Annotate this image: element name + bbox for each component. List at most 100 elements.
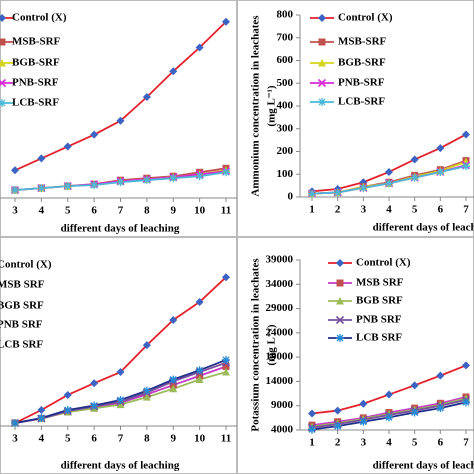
marker <box>318 38 326 46</box>
x-tick-label: 5 <box>65 205 71 217</box>
marker <box>195 43 204 52</box>
y-tick-label: 34000 <box>266 278 294 290</box>
x-tick-label: 10 <box>194 433 206 445</box>
marker <box>336 259 344 267</box>
marker <box>0 38 6 46</box>
marker <box>436 404 445 413</box>
marker <box>90 181 99 190</box>
marker <box>308 189 316 198</box>
marker <box>222 17 230 26</box>
x-tick-label: 6 <box>438 437 444 449</box>
y-tick-label: 100 <box>277 168 294 180</box>
marker <box>308 409 316 418</box>
chart-panel: 0 100 200 300 400 500 600 700 800 Ammonium concen… <box>237 0 474 237</box>
x-tick-label: 4 <box>386 437 392 449</box>
x-tick-label: 7 <box>118 433 124 445</box>
legend-label: PNB-SRF <box>338 77 385 89</box>
y-axis-label: Ammonium concentration in leachates <box>250 15 262 197</box>
marker <box>335 315 345 325</box>
marker <box>90 401 99 410</box>
legend-label: LCB-SRF <box>12 97 59 109</box>
marker <box>410 173 419 182</box>
y-tick-label: 400 <box>277 100 294 112</box>
marker <box>169 384 178 393</box>
marker <box>37 154 46 163</box>
marker <box>116 116 125 125</box>
marker <box>90 379 99 388</box>
marker <box>359 399 368 408</box>
y-tick-label: 700 <box>277 31 294 43</box>
marker <box>116 178 125 187</box>
x-tick-label: 6 <box>91 433 97 445</box>
marker <box>37 414 46 423</box>
x-tick-label: 2 <box>335 204 341 216</box>
marker <box>142 176 151 185</box>
marker <box>142 393 151 401</box>
marker <box>385 167 393 176</box>
y-tick-label: 9000 <box>271 399 294 411</box>
legend-label: MSB SRF <box>0 279 45 291</box>
chart-panel: 3 4 5 6 7 8 9 10 11 different days of leaching Con… <box>0 237 237 474</box>
marker <box>385 390 393 399</box>
marker <box>37 184 46 193</box>
x-tick-label: 4 <box>39 433 45 445</box>
legend-label: BGB SRF <box>356 295 403 307</box>
marker <box>222 362 230 370</box>
marker <box>63 390 72 399</box>
marker <box>37 406 46 415</box>
y-tick-label: 800 <box>277 9 294 21</box>
legend-label: MSB-SRF <box>338 36 387 48</box>
marker <box>333 406 342 415</box>
marker <box>63 142 72 151</box>
x-tick-label: 1 <box>309 204 315 216</box>
legend-label: BGB SRF <box>0 300 44 312</box>
x-tick-label: 1 <box>309 437 315 449</box>
y-axis-label: Potassium concentration in leachates <box>250 258 262 432</box>
y-tick-label: 300 <box>277 122 294 134</box>
x-tick-label: 2 <box>335 437 341 449</box>
x-tick-label: 8 <box>144 205 150 217</box>
x-tick-label: 6 <box>91 205 97 217</box>
x-tick-label: 11 <box>221 205 231 217</box>
legend-label: Control (X) <box>356 257 411 269</box>
legend-label: Control (X) <box>0 259 52 271</box>
x-tick-label: 3 <box>361 437 367 449</box>
y-tick-label: 14000 <box>266 375 294 387</box>
legend-label: LCB SRF <box>356 332 402 344</box>
x-axis-label: different days of leaching <box>61 223 180 235</box>
legend-label: Control (X) <box>338 12 393 24</box>
panel-border <box>0 0 237 237</box>
marker <box>11 419 19 428</box>
marker <box>169 67 178 76</box>
marker <box>0 14 6 22</box>
marker <box>195 172 204 181</box>
legend-label: PNB-SRF <box>12 77 59 89</box>
legend-label: PNB SRF <box>356 314 402 326</box>
marker <box>222 168 230 177</box>
marker <box>462 398 470 407</box>
x-tick-label: 7 <box>463 204 469 216</box>
marker <box>359 417 368 426</box>
y-tick-label: 0 <box>288 191 294 203</box>
marker <box>333 188 342 197</box>
marker <box>169 174 178 183</box>
x-axis-label: different days of leaching <box>61 460 180 472</box>
marker <box>359 183 368 192</box>
marker <box>63 406 72 415</box>
x-tick-label: 8 <box>144 433 150 445</box>
marker <box>222 273 230 282</box>
x-tick-label: 4 <box>39 205 45 217</box>
marker <box>308 425 316 434</box>
marker <box>116 400 125 409</box>
marker <box>436 167 445 176</box>
marker <box>222 355 230 364</box>
legend-label: Control (X) <box>12 12 67 24</box>
marker <box>142 386 151 395</box>
x-tick-label: 5 <box>412 437 418 449</box>
x-tick-label: 11 <box>221 433 231 445</box>
marker <box>333 422 342 431</box>
legend-label: MSB-SRF <box>12 36 61 48</box>
x-axis-label: different days of leaching <box>373 460 474 472</box>
marker <box>410 408 419 417</box>
